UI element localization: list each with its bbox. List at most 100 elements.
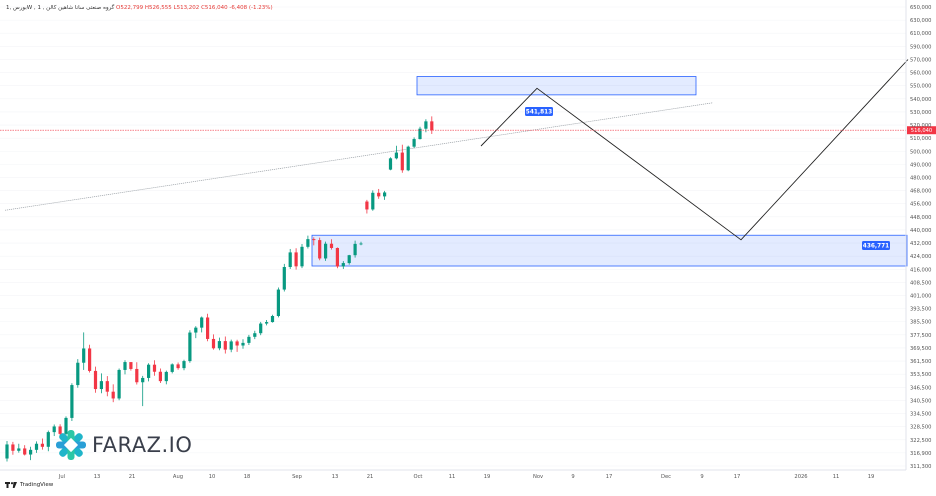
candle-body: [58, 426, 62, 434]
candle-body: [347, 255, 351, 264]
candle-body: [424, 121, 428, 129]
y-tick-label: 424,000: [910, 254, 931, 260]
y-tick-label: 385,500: [910, 320, 931, 326]
symbol-title: بورس ,1W , گروه صنعتی سانا شاهین کالن , …: [6, 5, 115, 11]
candle-body: [23, 448, 27, 455]
x-tick-label: Sep: [292, 474, 302, 480]
y-tick-label: 610,000: [910, 31, 931, 37]
candle-body: [329, 243, 334, 248]
candle-body: [170, 364, 174, 372]
candle-body: [117, 369, 121, 399]
y-tick-label: 590,000: [910, 44, 931, 50]
candle-body: [17, 448, 21, 451]
candle-body: [93, 370, 98, 390]
y-tick-label: 560,000: [910, 71, 931, 77]
candle-body: [152, 364, 157, 372]
y-tick-label: 540,000: [910, 97, 931, 103]
candle-body: [129, 362, 133, 369]
candle-body: [182, 361, 186, 369]
y-tick-label: 490,000: [910, 162, 931, 168]
x-tick-label: 13: [94, 474, 101, 480]
x-tick-label: 18: [244, 474, 251, 480]
x-tick-label: Dec: [661, 474, 671, 480]
y-tick-label: 650,000: [910, 5, 931, 11]
candle-body: [135, 368, 139, 383]
y-tick-label: 361,500: [910, 359, 931, 365]
ohlc-close: C516,040: [201, 5, 228, 11]
x-tick-label: Nov: [533, 474, 543, 480]
candle-body: [5, 444, 9, 459]
candle-body: [282, 266, 286, 290]
y-tick-label: 550,000: [910, 84, 931, 90]
candle-body: [206, 317, 210, 339]
ohlc-high: H526,555: [144, 5, 172, 11]
candle-body: [294, 252, 298, 267]
candle-body: [188, 332, 192, 362]
ohlc-low: L513,202: [173, 5, 200, 11]
candle-body: [46, 432, 50, 447]
x-axis: Jul 13 21 Aug 10 18 Sep 13 21 Oct 11 19 Nov 9 17 Dec 9 17…: [0, 469, 906, 480]
zone-box: [311, 234, 908, 267]
price-line: 516,040: [0, 126, 936, 135]
y-tick-label: 520,000: [910, 123, 931, 129]
candle-body: [335, 247, 339, 267]
candle-body: [40, 443, 44, 447]
candle-body: [223, 341, 227, 350]
candle-body: [176, 364, 180, 369]
brand-name: FARAZ.IO: [92, 433, 193, 457]
x-tick-label: 19: [484, 474, 491, 480]
y-tick-label: 346,500: [910, 385, 931, 391]
candle-body: [412, 139, 416, 147]
candle-body: [11, 444, 15, 451]
candle-body: [300, 246, 304, 267]
y-tick-label: 530,000: [910, 110, 931, 116]
candle-body: [82, 348, 86, 363]
x-tick-label: 9: [700, 474, 703, 480]
candle-body: [141, 377, 145, 383]
y-tick-label: 377,500: [910, 333, 931, 339]
candle-body: [377, 192, 381, 197]
candle-body: [164, 371, 168, 382]
y-tick-label: 393,500: [910, 307, 931, 313]
brand-watermark: FARAZ.IO: [54, 428, 192, 462]
zones: [311, 76, 908, 267]
candle-body: [288, 252, 292, 267]
y-tick-label: 448,000: [910, 215, 931, 221]
candle-body: [235, 341, 239, 346]
candle-body: [70, 385, 74, 418]
candle-body: [418, 128, 422, 140]
candle-body: [111, 391, 115, 399]
x-tick-label: 11: [833, 474, 840, 480]
candle-body: [306, 239, 310, 247]
y-axis: 311,300 316,900 322,500 328,500 334,500 340,5…: [905, 0, 931, 470]
candle-body: [276, 289, 280, 317]
ohlc-open: O522,799: [116, 5, 144, 11]
candle-body: [158, 371, 162, 382]
tradingview-label: TradingView: [20, 482, 54, 488]
y-tick-label: 510,000: [910, 136, 931, 142]
candle-body: [259, 323, 263, 334]
ohlc-change: -6,408 (-1.23%): [229, 5, 273, 11]
trendline: [4, 102, 714, 211]
zone-label-box: [862, 241, 890, 250]
price-badge: [907, 126, 936, 135]
x-tick-label: Aug: [173, 474, 183, 480]
candle-body: [229, 341, 233, 350]
zone-box: [416, 76, 697, 96]
candle-body: [265, 322, 269, 324]
y-tick-label: 408,500: [910, 280, 931, 286]
tradingview-logo[interactable]: TradingView: [5, 482, 53, 488]
candle-body: [105, 381, 109, 392]
symbol-header: بورس ,1W , گروه صنعتی سانا شاهین کالن , …: [6, 5, 273, 11]
y-tick-label: 440,000: [910, 228, 931, 234]
faraz-logo-icon: [56, 430, 86, 460]
candle-body: [394, 152, 398, 159]
candle-body: [312, 239, 316, 241]
y-tick-label: 456,000: [910, 202, 931, 208]
trendline-line: [4, 102, 714, 211]
candle-body: [270, 316, 275, 323]
y-tick-label: 401,000: [910, 294, 931, 300]
candle-body: [194, 327, 198, 333]
